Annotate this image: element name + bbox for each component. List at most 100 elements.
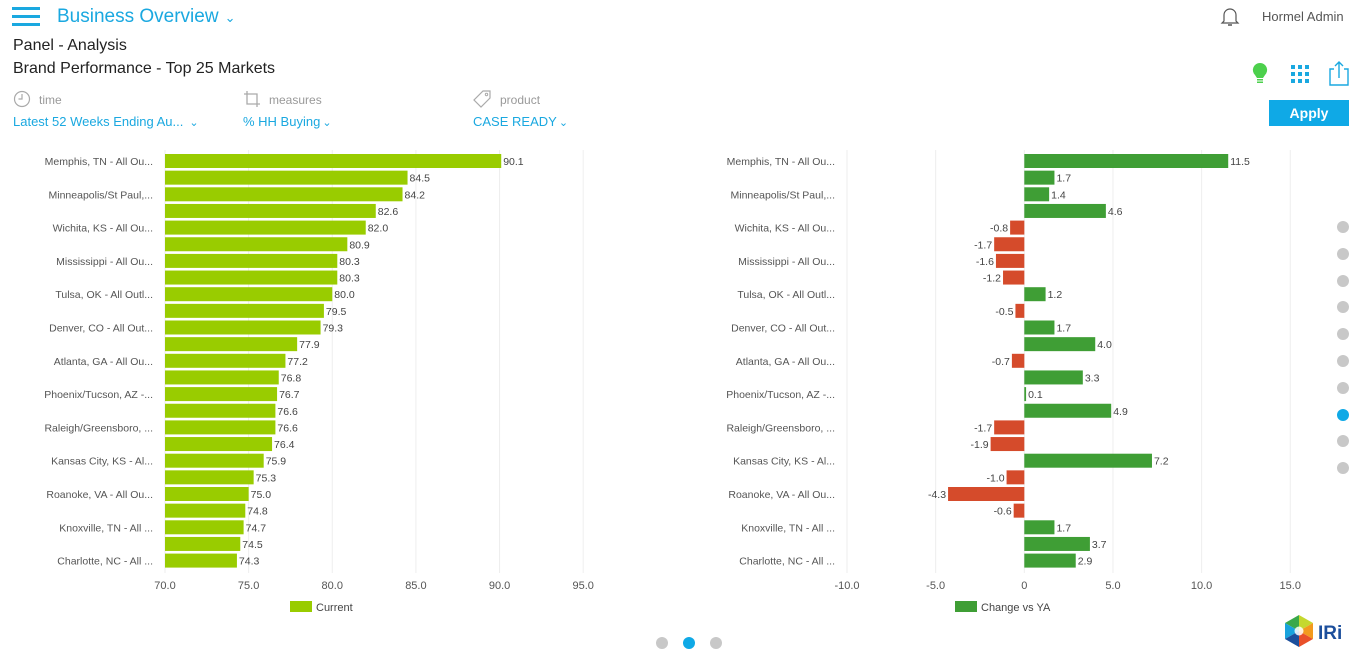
x-tick-label: 75.0 (238, 580, 259, 592)
bar (994, 237, 1025, 252)
x-tick-label: 15.0 (1280, 580, 1301, 592)
data-label: 75.3 (256, 472, 277, 484)
lightbulb-icon[interactable] (1249, 62, 1271, 86)
bar (165, 154, 502, 168)
measures-dropdown[interactable]: % HH Buying ⌄ (243, 114, 332, 129)
category-label: Mississippi - All Ou... (738, 256, 835, 268)
product-dropdown[interactable]: CASE READY ⌄ (473, 114, 568, 129)
report-title: Brand Performance - Top 25 Markets (13, 60, 276, 77)
data-label: 77.9 (299, 339, 320, 351)
page-dot[interactable] (1337, 408, 1349, 421)
bar (1024, 520, 1055, 535)
page-dot[interactable] (710, 637, 722, 649)
filter-product-label: product (500, 93, 541, 107)
x-tick-label: 5.0 (1105, 580, 1120, 592)
bar (1006, 470, 1025, 485)
page-dot[interactable] (1337, 274, 1349, 287)
data-label: 76.4 (274, 439, 295, 451)
bar (165, 203, 376, 218)
page-dot[interactable] (683, 637, 695, 649)
data-label: -0.8 (990, 223, 1008, 235)
bar (1024, 337, 1096, 352)
bar (995, 253, 1025, 268)
category-label: Roanoke, VA - All Ou... (728, 489, 835, 501)
category-label: Kansas City, KS - Al... (51, 456, 153, 468)
page-dot[interactable] (656, 637, 668, 649)
data-label: 7.2 (1154, 456, 1169, 468)
iri-logo: IRi (1283, 614, 1353, 650)
data-label: 90.1 (503, 156, 524, 168)
product-value: CASE READY (473, 114, 557, 129)
bar (1024, 287, 1046, 302)
category-label: Minneapolis/St Paul,... (731, 189, 835, 201)
page-dot[interactable] (1337, 247, 1349, 260)
share-icon[interactable] (1328, 60, 1350, 86)
page-dot[interactable] (1337, 381, 1349, 394)
data-label: 4.0 (1097, 339, 1112, 351)
apply-button[interactable]: Apply (1269, 100, 1349, 126)
bar (990, 437, 1025, 452)
page-dot[interactable] (1337, 221, 1349, 233)
page-dot[interactable] (1337, 328, 1349, 341)
data-label: 80.0 (334, 289, 355, 301)
data-label: 76.8 (281, 372, 302, 384)
data-label: 79.3 (323, 323, 344, 335)
category-label: Wichita, KS - All Ou... (53, 223, 153, 235)
category-label: Knoxville, TN - All ... (59, 522, 153, 534)
data-label: 1.2 (1048, 289, 1063, 301)
filter-time-label: time (39, 93, 62, 107)
chevron-down-icon: ⌄ (189, 117, 199, 129)
bar (165, 287, 333, 302)
bar (1024, 203, 1106, 218)
category-label: Wichita, KS - All Ou... (735, 223, 835, 235)
bar (165, 270, 338, 285)
category-label: Roanoke, VA - All Ou... (46, 489, 153, 501)
data-label: 4.9 (1113, 406, 1128, 418)
data-label: 76.6 (277, 406, 298, 418)
data-label: 82.6 (378, 206, 399, 218)
legend-swatch (290, 601, 312, 612)
data-label: 1.7 (1056, 323, 1071, 335)
bar (165, 553, 237, 568)
bar (1024, 453, 1152, 468)
category-label: Denver, CO - All Out... (731, 323, 835, 335)
category-label: Mississippi - All Ou... (56, 256, 153, 268)
filter-measures-label: measures (269, 93, 322, 107)
page-dot[interactable] (1337, 435, 1349, 448)
data-label: 3.7 (1092, 539, 1107, 551)
category-label: Charlotte, NC - All ... (57, 556, 153, 568)
data-label: 4.6 (1108, 206, 1123, 218)
tag-icon (473, 90, 491, 108)
user-menu[interactable]: Hormel Admin (1262, 9, 1344, 24)
page-dot[interactable] (1337, 355, 1349, 367)
bar (165, 470, 254, 485)
bar (1003, 270, 1025, 285)
time-dropdown[interactable]: Latest 52 Weeks Ending Au... ⌄ (13, 114, 199, 129)
category-label: Tulsa, OK - All Outl... (737, 289, 835, 301)
legend-label: Current (316, 602, 353, 614)
time-value: Latest 52 Weeks Ending Au... (13, 114, 184, 129)
data-label: 74.5 (242, 539, 263, 551)
data-label: -1.9 (971, 439, 989, 451)
bar (1024, 320, 1055, 335)
bar (1024, 553, 1076, 568)
charts-area: 70.0 75.0 80.0 85.0 90.0 95.0 Memphis, TN - Al… (44, 150, 1301, 614)
bar (165, 253, 338, 268)
app-title-dropdown[interactable]: Business Overview ⌄ (57, 6, 235, 28)
bell-icon[interactable] (1220, 6, 1240, 28)
grid-icon[interactable] (1289, 63, 1311, 87)
x-tick-label: 90.0 (489, 580, 510, 592)
bar (165, 337, 298, 352)
bar (1024, 387, 1027, 402)
category-label: Kansas City, KS - Al... (733, 456, 835, 468)
data-label: 80.9 (349, 239, 370, 251)
bar (165, 503, 246, 518)
measures-value: % HH Buying (243, 114, 321, 129)
data-label: 1.4 (1051, 189, 1066, 201)
page-dot[interactable] (1337, 301, 1349, 314)
category-label: Memphis, TN - All Ou... (45, 156, 153, 168)
page-dot[interactable] (1337, 462, 1349, 475)
menu-icon[interactable] (12, 6, 40, 28)
bar (165, 220, 366, 235)
data-label: 74.3 (239, 556, 260, 568)
